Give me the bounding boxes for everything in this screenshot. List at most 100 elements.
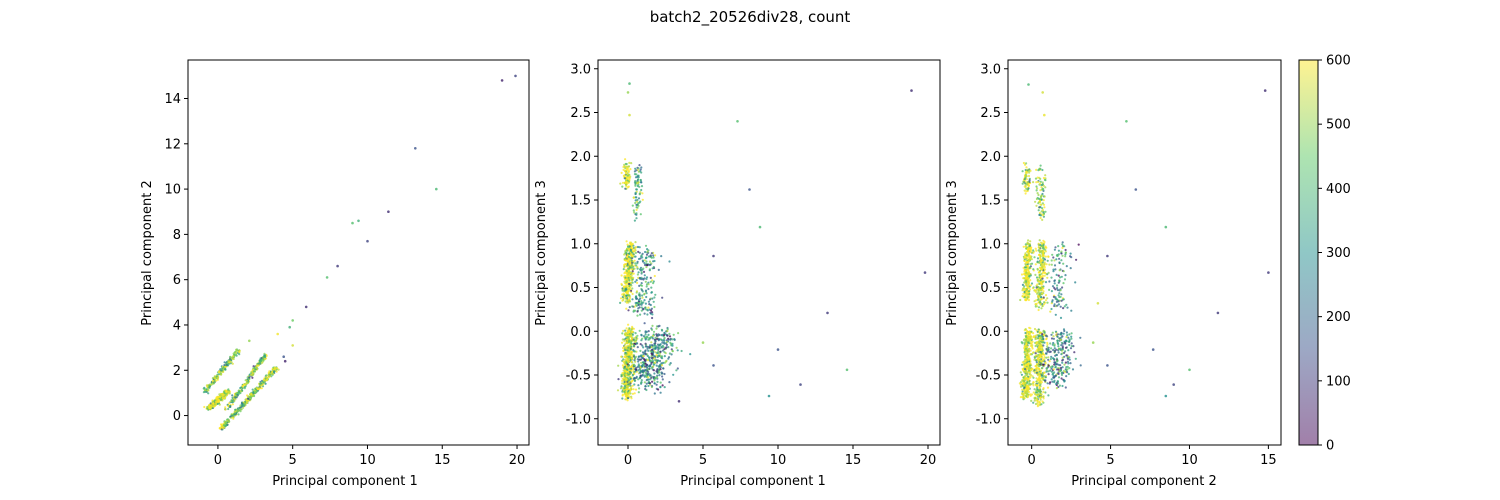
scatter-point — [1039, 275, 1042, 278]
scatter-point — [1045, 356, 1048, 359]
scatter-point — [672, 333, 675, 336]
scatter-point — [1064, 386, 1067, 389]
scatter-point — [1038, 400, 1041, 403]
scatter-point — [651, 316, 654, 320]
scatter-point — [1024, 276, 1028, 279]
scatter-point — [1066, 360, 1069, 363]
scatter-point — [640, 181, 643, 184]
scatter-point — [630, 247, 633, 250]
scatter-point — [632, 276, 635, 279]
scatter-point — [625, 342, 629, 345]
scatter-point — [1036, 403, 1040, 406]
scatter-point — [1053, 350, 1056, 353]
scatter-point — [1044, 174, 1047, 177]
scatter-point — [1027, 239, 1030, 242]
scatter-point — [628, 262, 631, 265]
scatter-point — [641, 294, 644, 297]
scatter-point — [261, 383, 264, 386]
scatter-point — [1027, 369, 1031, 372]
scatter-point — [1064, 248, 1067, 252]
scatter-point — [1024, 388, 1027, 391]
scatter-point — [1019, 298, 1022, 302]
scatter-point — [648, 268, 652, 271]
scatter-point — [638, 377, 641, 380]
scatter-point — [1032, 181, 1035, 184]
scatter-point — [659, 350, 662, 354]
scatter-point — [625, 171, 628, 175]
scatter-point — [651, 337, 655, 340]
scatter-point — [1037, 350, 1040, 353]
scatter-point — [1054, 374, 1057, 378]
scatter-point — [1024, 293, 1027, 296]
colorbar-tick-label: 500 — [1326, 118, 1351, 133]
scatter-point — [248, 376, 251, 379]
scatter-point — [627, 245, 630, 248]
scatter-point — [1052, 341, 1055, 345]
scatter-point — [643, 299, 646, 302]
scatter-point — [627, 271, 631, 274]
scatter-point — [642, 270, 646, 273]
scatter-point — [1070, 335, 1073, 338]
colorbar-tick-label: 600 — [1326, 54, 1351, 69]
scatter-point — [1038, 273, 1041, 276]
scatter-point — [624, 348, 627, 351]
x-tick-label: 0 — [624, 453, 632, 468]
scatter-point — [1065, 375, 1068, 378]
scatter-point — [659, 368, 662, 371]
scatter-point — [627, 377, 630, 380]
scatter-point — [656, 337, 659, 341]
scatter-point — [251, 372, 254, 375]
scatter-point — [304, 305, 308, 309]
scatter-point — [1075, 258, 1078, 261]
scatter-point — [1039, 216, 1042, 220]
scatter-point — [626, 399, 629, 402]
scatter-point — [291, 319, 295, 322]
scatter-point — [643, 259, 646, 262]
scatter-point — [625, 388, 628, 391]
scatter-point — [628, 294, 631, 297]
scatter-point — [207, 408, 210, 411]
scatter-point — [623, 294, 626, 297]
scatter-point — [1025, 288, 1028, 291]
scatter-point — [261, 361, 264, 364]
scatter-point — [640, 300, 643, 303]
scatter-point — [1027, 386, 1030, 389]
scatter-point — [1062, 332, 1065, 335]
scatter-point — [626, 284, 630, 287]
scatter-point — [1053, 304, 1056, 308]
scatter-point — [1044, 362, 1047, 365]
scatter-point — [1023, 296, 1026, 299]
scatter-point — [640, 306, 643, 309]
scatter-point — [629, 382, 632, 385]
scatter-point — [644, 244, 648, 247]
scatter-point — [1029, 248, 1032, 252]
scatter-point — [627, 255, 631, 258]
scatter-point — [663, 333, 666, 337]
scatter-point — [631, 204, 634, 207]
scatter-point — [701, 341, 705, 344]
panel-3-axes: 0 5 10 15-1.0-0.50.00.51.01.52.02.53.0 — [976, 59, 1282, 468]
scatter-point — [231, 400, 234, 403]
scatter-point — [659, 381, 662, 384]
scatter-point — [654, 376, 657, 379]
scatter-point — [658, 371, 661, 374]
scatter-point — [1035, 341, 1038, 344]
scatter-point — [1032, 332, 1035, 335]
scatter-point — [1042, 285, 1045, 288]
scatter-point — [630, 243, 633, 247]
scatter-point — [646, 336, 649, 339]
scatter-point — [218, 393, 221, 396]
scatter-point — [1021, 390, 1024, 393]
scatter-point — [1050, 367, 1053, 370]
scatter-point — [1062, 307, 1065, 310]
scatter-point — [630, 331, 633, 334]
scatter-point — [1040, 285, 1043, 288]
scatter-point — [1028, 267, 1031, 270]
scatter-point — [650, 286, 653, 289]
scatter-point — [1057, 249, 1060, 252]
scatter-point — [624, 276, 627, 279]
scatter-point — [1025, 377, 1028, 380]
scatter-point — [625, 358, 628, 361]
scatter-point — [1038, 282, 1041, 285]
scatter-point — [644, 333, 647, 336]
